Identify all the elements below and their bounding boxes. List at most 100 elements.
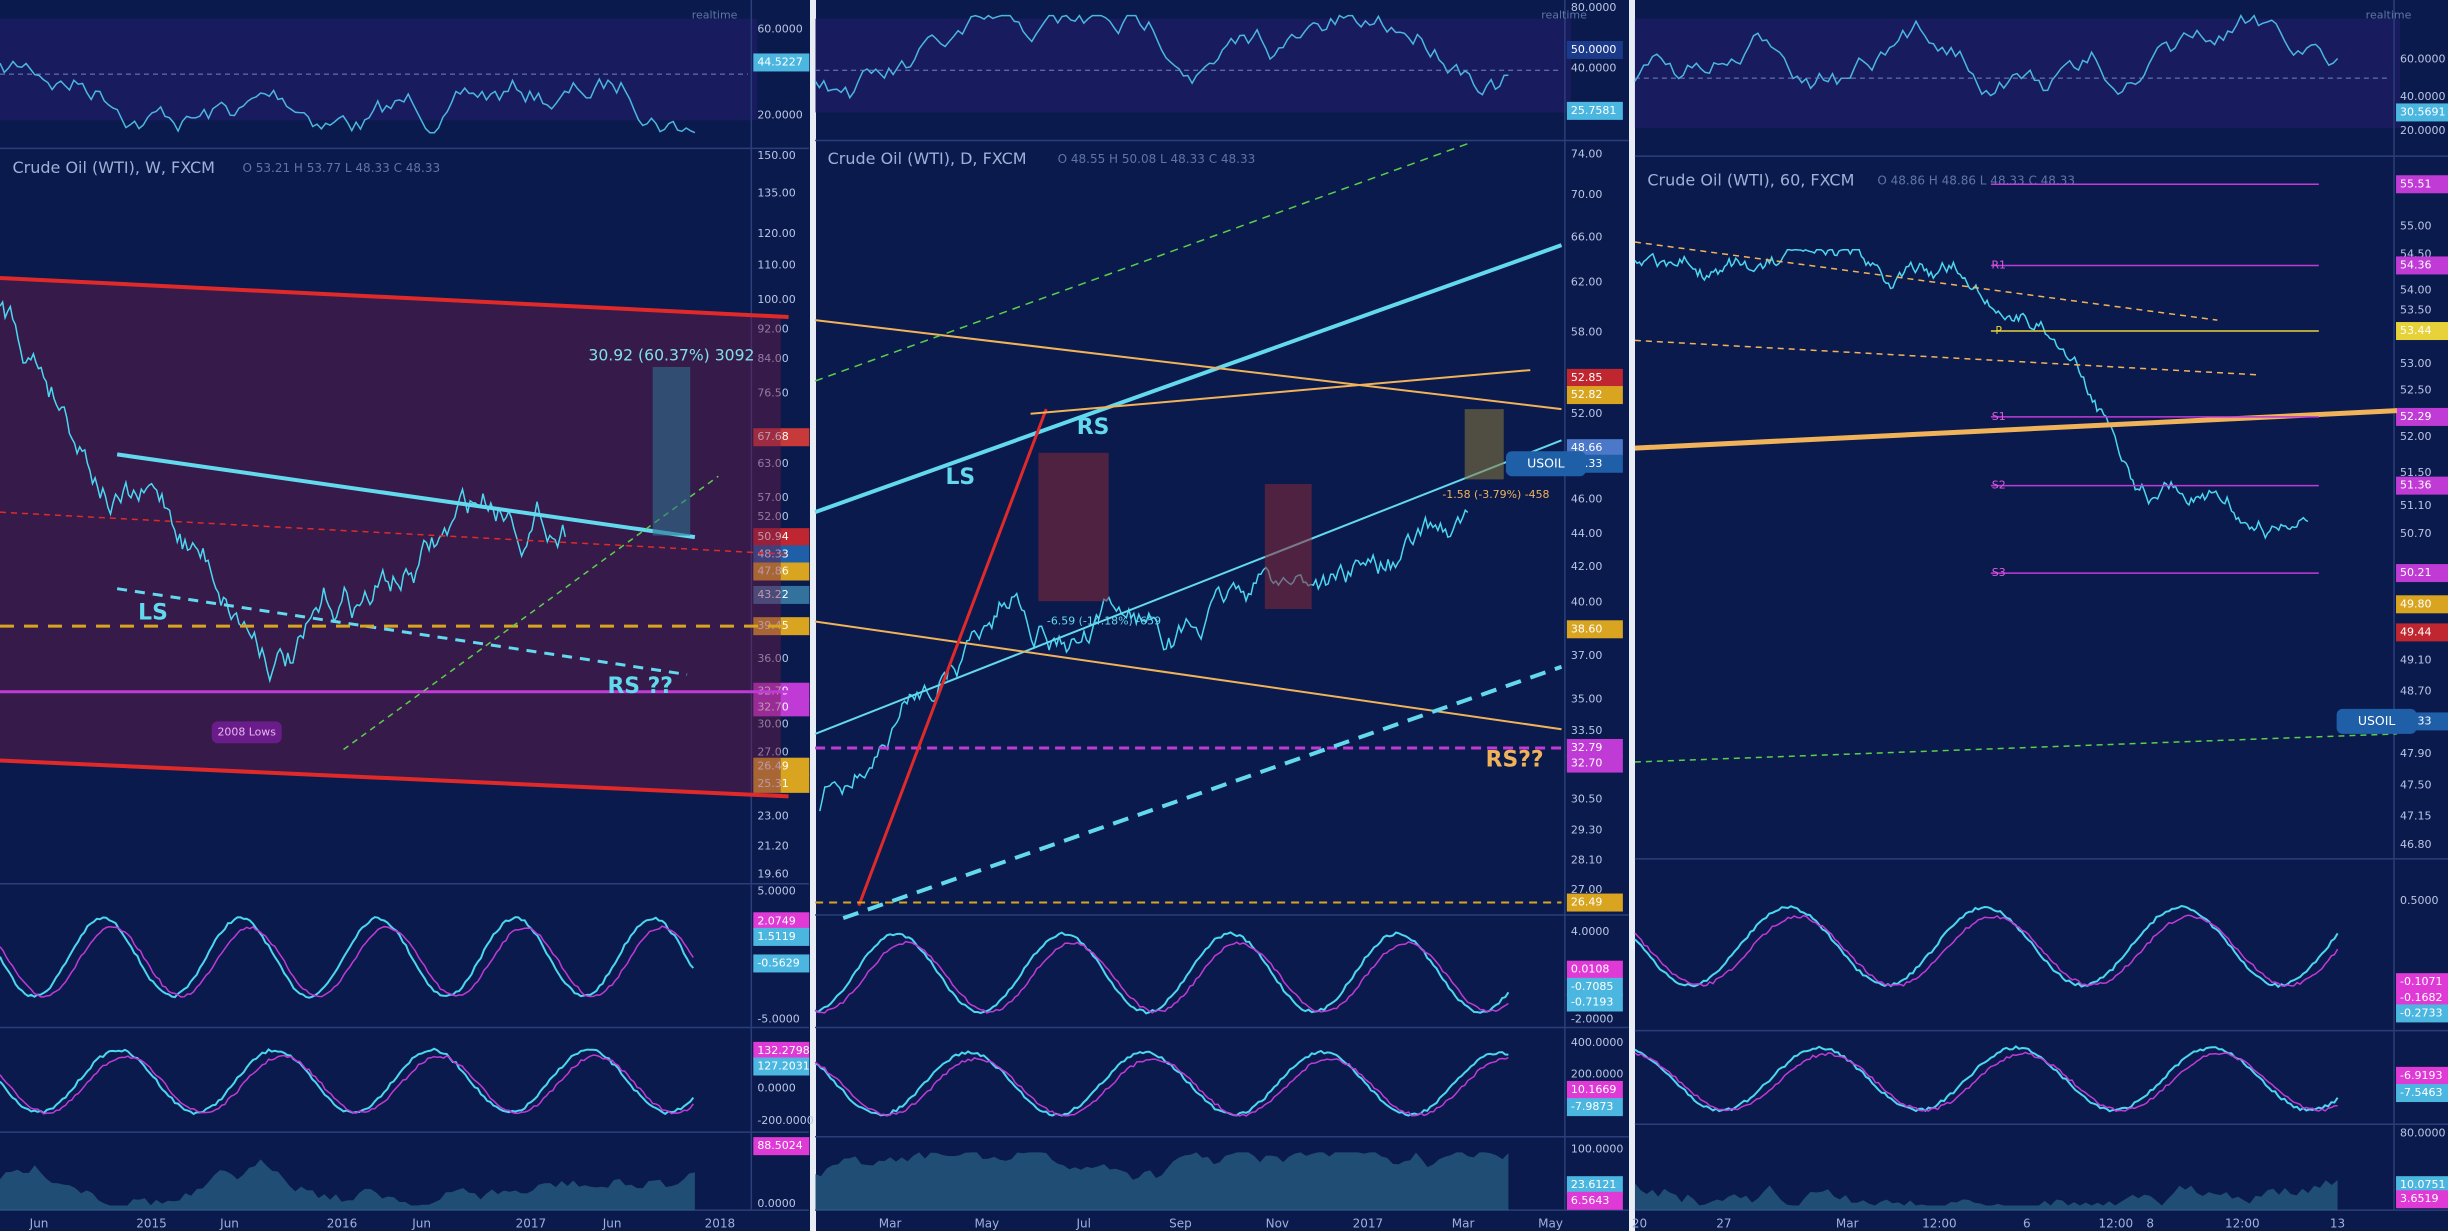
time-label: Jul [1075,1217,1090,1231]
macd-signal [1634,914,2339,987]
time-label: 27 [1716,1217,1731,1231]
axis-label: 27.00 [757,746,789,759]
price-tag-label: 127.2031 [757,1060,810,1073]
axis-label: 0.0000 [757,1197,796,1210]
price-tag [753,585,810,604]
time-label: 12:00 [2099,1217,2134,1231]
annotation: P [1995,324,2002,337]
price-tag [1566,368,1623,387]
drawing-line [814,439,1562,735]
annotation-box [211,721,282,744]
annotation: S3 [1992,566,2006,579]
price-tag-label: 50.94 [757,530,789,543]
ohlc-values: O 48.86 H 48.86 L 48.33 C 48.33 [1877,174,2075,188]
price-tag [1566,738,1623,757]
price-tag-label: 25.31 [757,777,789,790]
axis-label: 100.0000 [1571,1142,1624,1155]
drawing-line [857,408,1048,907]
axis-label: 5.0000 [757,885,796,898]
volume-area [0,1159,695,1211]
price-tag-label: -0.1071 [2400,975,2442,988]
axis-label: 54.00 [2400,283,2432,296]
symbol-title: Crude Oil (WTI), W, FXCM [12,158,214,177]
macd-signal [814,940,1509,1014]
price-tag-label: -0.7085 [1571,980,1613,993]
time-label: 2016 [327,1217,358,1231]
time-label: 12:00 [1922,1217,1957,1231]
time-label: Jun [219,1217,239,1231]
axis-label: 52.00 [2400,430,2432,443]
drawing-line [1030,369,1531,415]
price-tag-label: 32.70 [1571,757,1603,770]
drawing-line [814,142,1469,382]
price-tag [753,528,810,547]
axis-label: -200.0000 [757,1114,813,1127]
axis-label: 51.50 [2400,466,2432,479]
axis-label: 53.50 [2400,304,2432,317]
price-tag-label: -6.9193 [2400,1069,2442,1082]
price-tag [1566,1080,1623,1099]
axis-label: 76.50 [757,386,789,399]
time-label: May [1538,1217,1563,1231]
axis-label: 27.00 [1571,883,1603,896]
price-tag-label: 53.44 [2400,324,2432,337]
axis-label: 0.5000 [2400,894,2439,907]
price-tag [1566,754,1623,773]
macd-line [1634,904,2339,989]
volume-area [815,1152,1509,1211]
axis-label: 40.0000 [2400,90,2446,103]
price-tag [1566,977,1623,996]
price-tag [753,757,810,776]
price-tag-label: 49.44 [2400,625,2432,638]
drawing-line [0,275,789,319]
axis-label: 33.50 [1571,724,1603,737]
axis-label: 52.00 [757,510,789,523]
axis-label: 135.00 [757,187,796,200]
annotation: RS?? [1486,747,1544,772]
drawing-line [842,664,1563,921]
price-tag-label: 55.51 [2400,177,2432,190]
price-tag-label: -0.7193 [1571,995,1613,1008]
realtime-label: realtime [692,9,738,22]
axis-label: 47.15 [2400,810,2432,823]
axis-label: 74.00 [1571,148,1603,161]
axis-label: 4.0000 [1571,925,1610,938]
macd-line [0,916,695,999]
drawing-line [116,587,688,677]
axis-label: 20.0000 [757,109,803,122]
price-tag [2396,623,2448,642]
annotation: USOIL [1527,455,1565,470]
price-tag [2396,407,2448,426]
price-tag [1566,620,1623,639]
annotation-box [1505,451,1586,477]
drawing-line [0,758,789,799]
annotation: RS [1077,415,1110,440]
price-tag-label: -7.9873 [1571,1100,1613,1113]
price-tag-label: 0.0108 [1571,963,1610,976]
price-tag [2396,256,2448,275]
price-tag [753,927,810,946]
axis-label: 40.0000 [1571,62,1617,75]
axis-label: 66.00 [1571,230,1603,243]
axis-label: 62.00 [1571,276,1603,289]
time-label: 6 [2023,1217,2031,1231]
axis-label: 400.0000 [1571,1036,1624,1049]
price-tag [753,698,810,717]
axis-label: 44.00 [1571,527,1603,540]
annotation: -1.58 (-3.79%) -458 [1442,488,1549,501]
price-tag-label: 50.0000 [1571,43,1617,56]
axis-label: 36.00 [757,652,789,665]
price-tag-label: 1.5119 [757,930,796,943]
axis-label: -2.0000 [1571,1013,1613,1026]
axis-label: 52.50 [2400,383,2432,396]
axis-label: 60.0000 [757,23,803,36]
annotation: LS [945,465,975,490]
price-tag-label: 51.36 [2400,479,2432,492]
price-tag-label: -7.5463 [2400,1086,2442,1099]
price-tag-label: 48.66 [1571,441,1603,454]
drawing-line [1634,241,2218,321]
price-tag [2396,988,2448,1007]
price [0,300,567,684]
price-tag-label: 88.5024 [757,1139,803,1152]
